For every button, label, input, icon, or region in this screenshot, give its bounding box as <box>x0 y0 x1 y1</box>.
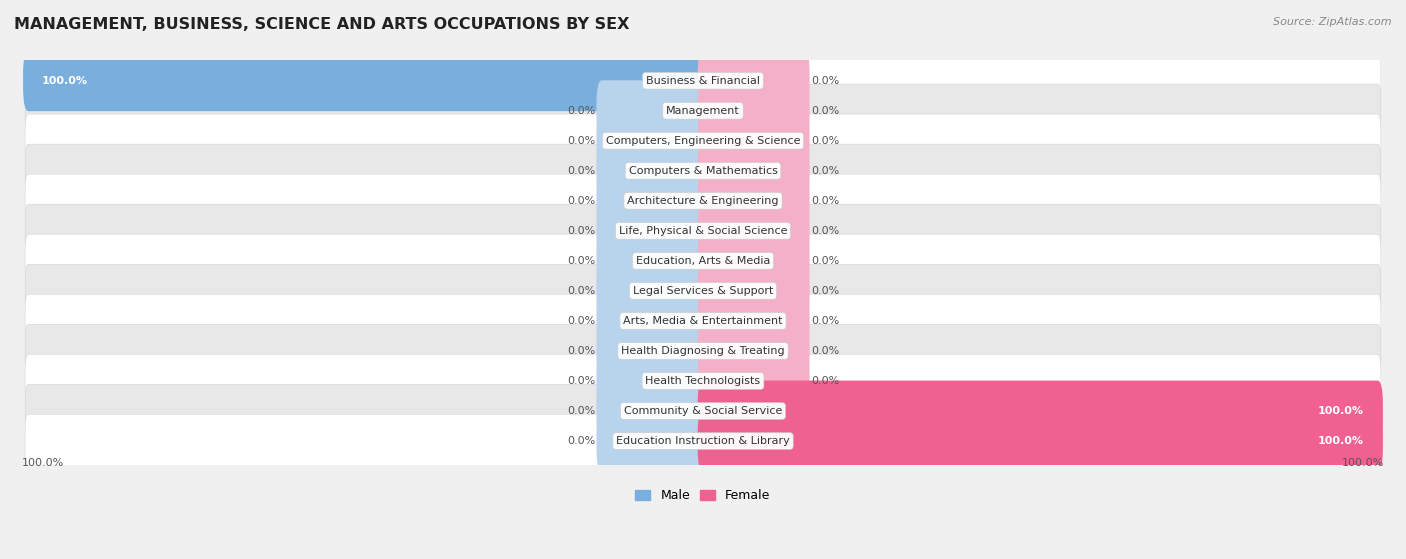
Text: 0.0%: 0.0% <box>811 346 839 356</box>
FancyBboxPatch shape <box>22 50 709 111</box>
FancyBboxPatch shape <box>697 170 810 231</box>
Text: Education Instruction & Library: Education Instruction & Library <box>616 436 790 446</box>
FancyBboxPatch shape <box>697 320 810 381</box>
FancyBboxPatch shape <box>596 170 709 231</box>
FancyBboxPatch shape <box>596 110 709 171</box>
FancyBboxPatch shape <box>697 230 810 291</box>
FancyBboxPatch shape <box>25 264 1381 318</box>
FancyBboxPatch shape <box>596 381 709 442</box>
Text: 0.0%: 0.0% <box>567 316 595 326</box>
Text: MANAGEMENT, BUSINESS, SCIENCE AND ARTS OCCUPATIONS BY SEX: MANAGEMENT, BUSINESS, SCIENCE AND ARTS O… <box>14 17 630 32</box>
FancyBboxPatch shape <box>596 80 709 141</box>
FancyBboxPatch shape <box>596 350 709 411</box>
FancyBboxPatch shape <box>697 291 810 352</box>
FancyBboxPatch shape <box>25 144 1381 197</box>
Text: 0.0%: 0.0% <box>811 166 839 176</box>
FancyBboxPatch shape <box>697 350 810 411</box>
Text: Health Diagnosing & Treating: Health Diagnosing & Treating <box>621 346 785 356</box>
FancyBboxPatch shape <box>697 410 1384 471</box>
FancyBboxPatch shape <box>697 140 810 201</box>
FancyBboxPatch shape <box>25 384 1381 438</box>
Text: 0.0%: 0.0% <box>811 376 839 386</box>
Text: 0.0%: 0.0% <box>567 166 595 176</box>
Text: Architecture & Engineering: Architecture & Engineering <box>627 196 779 206</box>
FancyBboxPatch shape <box>596 201 709 261</box>
Text: Computers & Mathematics: Computers & Mathematics <box>628 166 778 176</box>
Text: Arts, Media & Entertainment: Arts, Media & Entertainment <box>623 316 783 326</box>
FancyBboxPatch shape <box>25 114 1381 168</box>
Text: Education, Arts & Media: Education, Arts & Media <box>636 256 770 266</box>
Text: 0.0%: 0.0% <box>567 436 595 446</box>
FancyBboxPatch shape <box>596 140 709 201</box>
Text: Life, Physical & Social Science: Life, Physical & Social Science <box>619 226 787 236</box>
Text: 0.0%: 0.0% <box>811 136 839 146</box>
Text: 0.0%: 0.0% <box>811 316 839 326</box>
FancyBboxPatch shape <box>697 80 810 141</box>
Text: Source: ZipAtlas.com: Source: ZipAtlas.com <box>1274 17 1392 27</box>
FancyBboxPatch shape <box>697 381 1384 442</box>
FancyBboxPatch shape <box>697 201 810 261</box>
FancyBboxPatch shape <box>697 110 810 171</box>
Text: Management: Management <box>666 106 740 116</box>
FancyBboxPatch shape <box>596 291 709 352</box>
Text: 0.0%: 0.0% <box>811 75 839 86</box>
Text: 0.0%: 0.0% <box>567 406 595 416</box>
Text: 0.0%: 0.0% <box>811 226 839 236</box>
Text: 0.0%: 0.0% <box>567 376 595 386</box>
FancyBboxPatch shape <box>25 324 1381 378</box>
FancyBboxPatch shape <box>596 260 709 321</box>
Text: 0.0%: 0.0% <box>567 226 595 236</box>
Text: Business & Financial: Business & Financial <box>645 75 761 86</box>
Text: Computers, Engineering & Science: Computers, Engineering & Science <box>606 136 800 146</box>
FancyBboxPatch shape <box>596 230 709 291</box>
FancyBboxPatch shape <box>697 50 810 111</box>
Text: 0.0%: 0.0% <box>811 106 839 116</box>
FancyBboxPatch shape <box>25 204 1381 258</box>
Text: 0.0%: 0.0% <box>567 256 595 266</box>
FancyBboxPatch shape <box>25 174 1381 228</box>
Text: 100.0%: 100.0% <box>42 75 89 86</box>
FancyBboxPatch shape <box>596 410 709 471</box>
FancyBboxPatch shape <box>25 84 1381 138</box>
Text: 0.0%: 0.0% <box>567 346 595 356</box>
FancyBboxPatch shape <box>25 234 1381 288</box>
Text: 100.0%: 100.0% <box>1317 436 1364 446</box>
Text: 0.0%: 0.0% <box>811 286 839 296</box>
FancyBboxPatch shape <box>25 414 1381 468</box>
Text: Community & Social Service: Community & Social Service <box>624 406 782 416</box>
Text: Legal Services & Support: Legal Services & Support <box>633 286 773 296</box>
Text: 0.0%: 0.0% <box>567 196 595 206</box>
FancyBboxPatch shape <box>25 354 1381 408</box>
FancyBboxPatch shape <box>596 320 709 381</box>
Text: 0.0%: 0.0% <box>811 256 839 266</box>
Text: 0.0%: 0.0% <box>567 136 595 146</box>
FancyBboxPatch shape <box>25 294 1381 348</box>
Text: 100.0%: 100.0% <box>1317 406 1364 416</box>
Text: 100.0%: 100.0% <box>1341 458 1385 468</box>
Text: 0.0%: 0.0% <box>567 106 595 116</box>
FancyBboxPatch shape <box>25 54 1381 107</box>
Text: Health Technologists: Health Technologists <box>645 376 761 386</box>
Legend: Male, Female: Male, Female <box>630 485 776 508</box>
Text: 0.0%: 0.0% <box>811 196 839 206</box>
FancyBboxPatch shape <box>697 260 810 321</box>
Text: 100.0%: 100.0% <box>21 458 65 468</box>
Text: 0.0%: 0.0% <box>567 286 595 296</box>
